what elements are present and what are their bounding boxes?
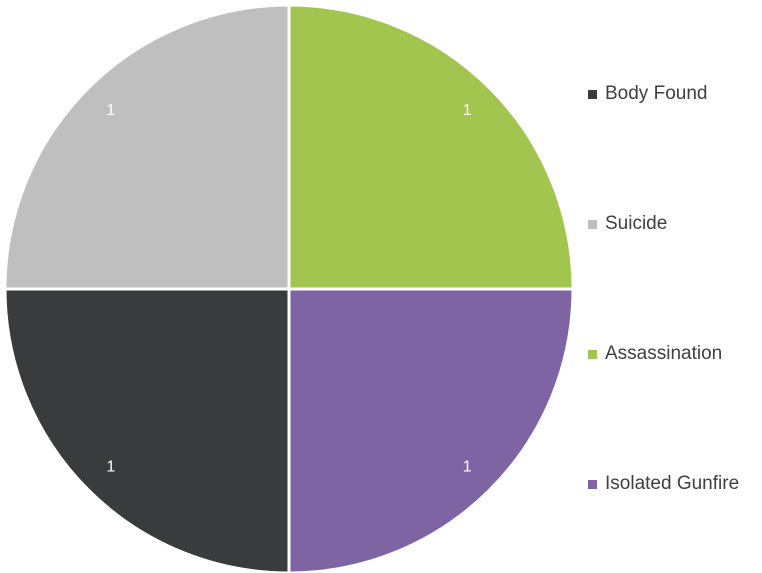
data-label-body-found: 1	[106, 458, 115, 475]
data-label-isolated-gunfire: 1	[463, 458, 472, 475]
legend-item-assassination: Assassination	[588, 342, 722, 366]
pie-slice-suicide	[3, 3, 291, 291]
legend-label-body-found: Body Found	[605, 83, 708, 104]
legend-swatch-suicide	[588, 219, 597, 229]
legend-swatch-isolated-gunfire	[588, 479, 597, 489]
legend-item-suicide: Suicide	[588, 212, 667, 236]
chart-legend: Body Found Suicide Assassination Isolate…	[588, 0, 762, 573]
legend-swatch-assassination	[588, 349, 597, 359]
legend-label-isolated-gunfire: Isolated Gunfire	[605, 473, 740, 494]
pie-slice-assassination	[287, 3, 575, 291]
data-label-assassination: 1	[463, 102, 472, 119]
legend-label-assassination: Assassination	[605, 343, 723, 364]
pie-slice-body-found	[3, 287, 291, 573]
legend-swatch-body-found	[588, 89, 597, 99]
legend-item-isolated-gunfire: Isolated Gunfire	[588, 472, 739, 496]
pie-slice-isolated-gunfire	[287, 287, 575, 573]
data-label-suicide: 1	[106, 102, 115, 119]
legend-item-body-found: Body Found	[588, 82, 707, 106]
pie-chart: 1 1 1 1	[3, 3, 575, 573]
legend-label-suicide: Suicide	[605, 213, 668, 234]
